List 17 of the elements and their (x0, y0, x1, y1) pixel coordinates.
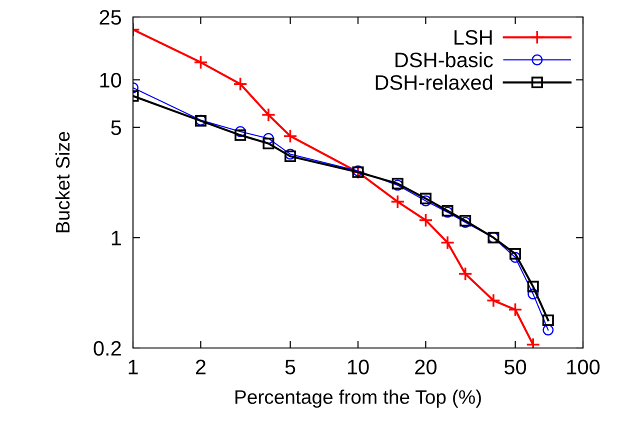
x-tick-label: 5 (285, 360, 296, 374)
x-tick-label: 100 (567, 360, 600, 374)
y-tick-label: 5 (111, 120, 122, 136)
x-tick-label: 2 (196, 360, 206, 374)
y-tick-label: 0.2 (94, 341, 121, 356)
x-tick-label: 50 (504, 360, 526, 374)
y-tick-label: 25 (100, 10, 122, 25)
legend-label: DSH-relaxed (376, 74, 492, 90)
legend-label: LSH (454, 30, 492, 45)
x-tick-label: 20 (415, 360, 437, 374)
y-tick-label: 1 (112, 230, 121, 246)
x-tick-label: 1 (128, 360, 138, 374)
x-tick-label: 10 (348, 360, 369, 374)
legend-label: DSH-basic (396, 52, 493, 68)
y-axis-title: Bucket Size (55, 132, 70, 232)
y-tick-label: 10 (100, 72, 122, 88)
x-axis-title: Percentage from the Top (%) (235, 390, 481, 408)
